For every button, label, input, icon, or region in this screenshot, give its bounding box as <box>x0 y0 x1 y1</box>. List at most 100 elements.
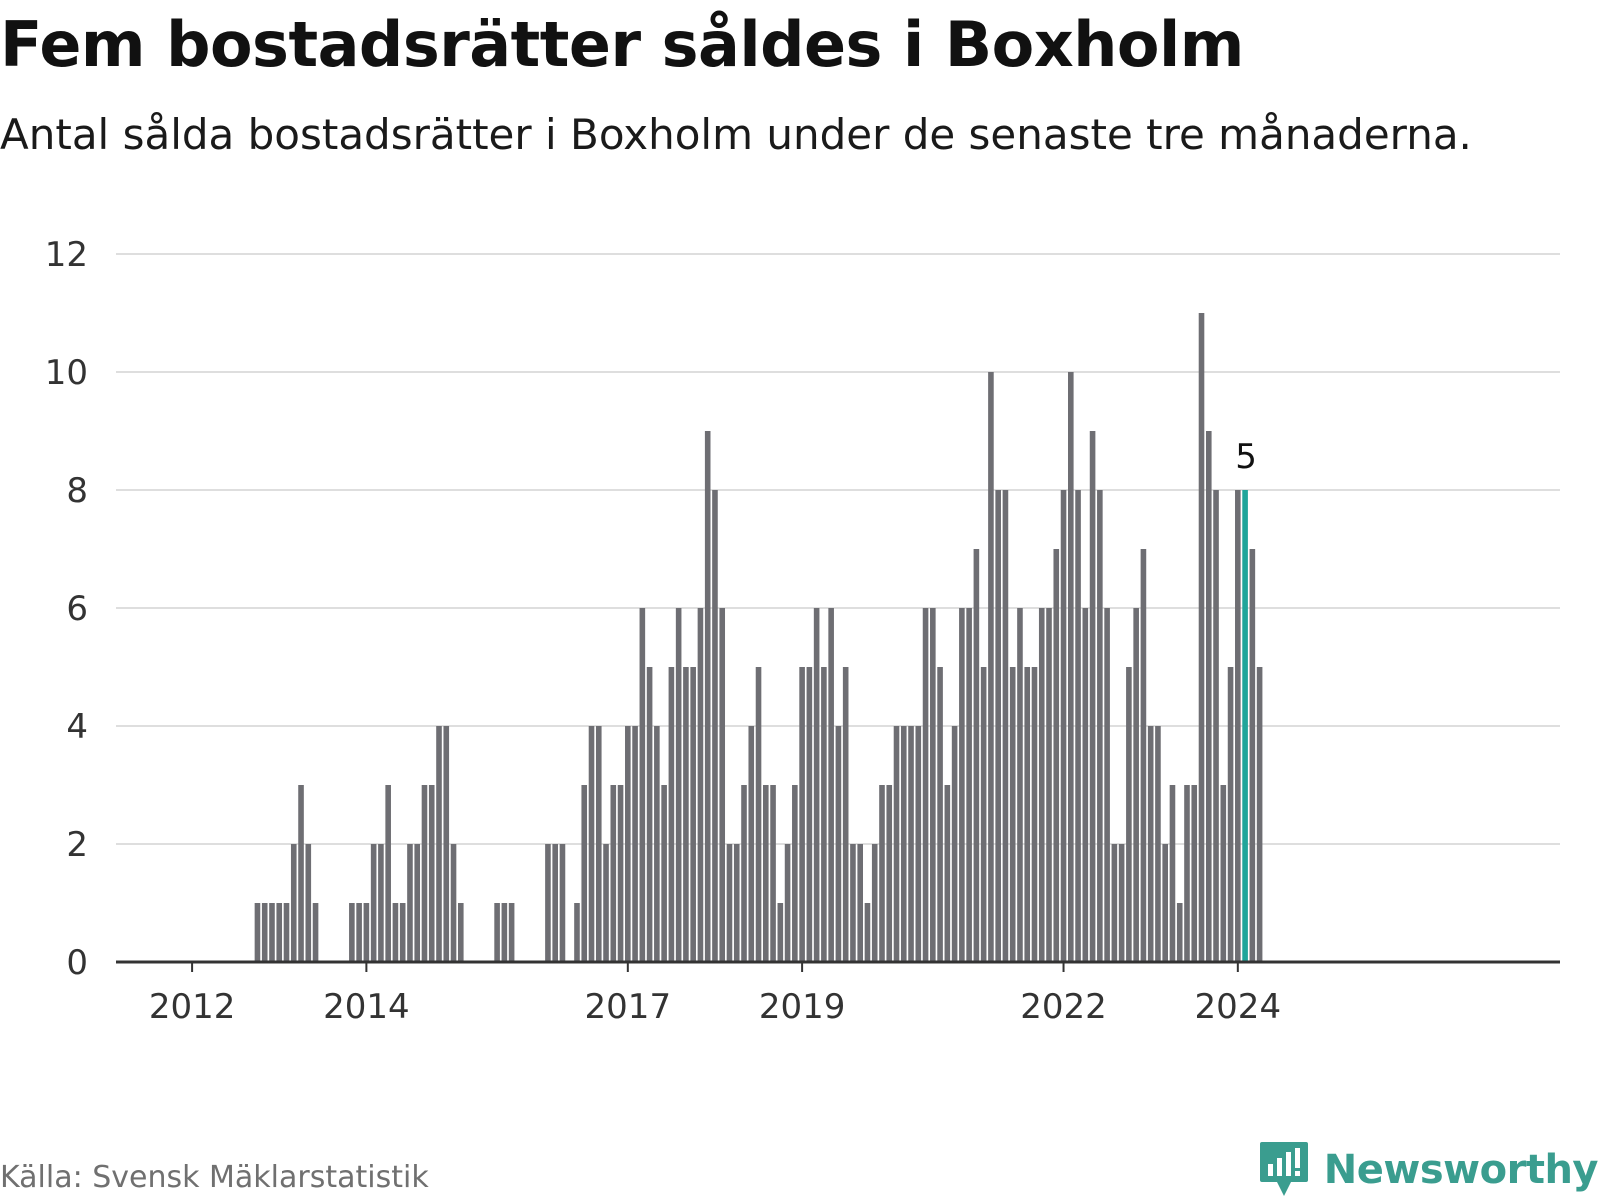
bar <box>1031 667 1038 962</box>
bar <box>1191 785 1198 962</box>
source-note: Källa: Svensk Mäklarstatistik <box>0 1160 429 1195</box>
bar <box>1082 608 1089 962</box>
bar <box>545 844 551 962</box>
bar <box>704 431 711 962</box>
bar <box>443 726 450 962</box>
bar <box>1075 490 1081 962</box>
bar <box>988 372 994 962</box>
bar <box>733 844 740 962</box>
bar <box>995 490 1001 962</box>
bar <box>385 785 391 962</box>
bar <box>436 726 442 962</box>
brand[interactable]: Newsworthy <box>1258 1140 1599 1200</box>
bar <box>661 785 667 962</box>
y-tick-label: 0 <box>66 943 88 983</box>
bar <box>915 726 922 962</box>
bar <box>1256 667 1263 962</box>
bar <box>719 608 726 962</box>
bar <box>349 903 355 962</box>
y-tick-label: 2 <box>66 825 88 865</box>
bar-chart: 0 2 4 6 8 10 12 2012 2014 2017 2019 2022 2024 5 <box>45 235 1560 1027</box>
bar <box>312 903 319 962</box>
bar <box>276 903 283 962</box>
bar <box>748 726 755 962</box>
bar <box>290 844 297 962</box>
bar <box>1002 490 1009 962</box>
bar <box>508 903 515 962</box>
bar <box>1140 549 1147 962</box>
bars <box>254 313 1263 962</box>
bar <box>726 844 733 962</box>
bar <box>966 608 972 962</box>
bar <box>806 667 813 962</box>
bar <box>283 903 290 962</box>
bar <box>922 608 929 962</box>
bar <box>261 903 268 962</box>
bar <box>603 844 609 962</box>
brand-name: Newsworthy <box>1323 1147 1599 1193</box>
bar <box>1097 490 1103 962</box>
bar <box>944 785 951 962</box>
bar <box>951 726 958 962</box>
bar <box>1017 608 1023 962</box>
bar <box>1024 667 1031 962</box>
bar <box>937 667 943 962</box>
y-tick-label: 6 <box>66 589 88 629</box>
bar <box>980 667 987 962</box>
bar <box>370 844 377 962</box>
x-tick-label: 2019 <box>759 987 846 1027</box>
x-tick-label: 2024 <box>1195 987 1282 1027</box>
bar <box>973 549 980 962</box>
bar <box>407 844 413 962</box>
y-tick-label: 10 <box>45 353 88 393</box>
bar <box>886 785 893 962</box>
bar <box>675 608 682 962</box>
bar <box>457 903 464 962</box>
bar <box>574 903 580 962</box>
bar <box>871 844 878 962</box>
bar <box>697 608 704 962</box>
bar <box>1068 372 1074 962</box>
y-tick-label: 12 <box>45 235 88 275</box>
bar <box>1169 785 1176 962</box>
bar <box>1089 431 1096 962</box>
bar <box>1038 608 1045 962</box>
bar <box>879 785 885 962</box>
bar <box>654 726 660 962</box>
bar <box>610 785 617 962</box>
bar <box>1162 844 1168 962</box>
bar <box>784 844 791 962</box>
y-tick-label: 4 <box>66 707 88 747</box>
bar <box>959 608 965 962</box>
bar <box>1060 490 1067 962</box>
bar <box>690 667 696 962</box>
bar <box>639 608 646 962</box>
bar <box>450 844 457 962</box>
x-tick-label: 2022 <box>1020 987 1107 1027</box>
bar <box>850 844 856 962</box>
highlight-bar <box>1242 490 1248 962</box>
bar <box>712 490 718 962</box>
bar <box>1155 726 1161 962</box>
bar <box>1220 785 1227 962</box>
bar <box>930 608 936 962</box>
bar <box>770 785 776 962</box>
bar <box>421 785 428 962</box>
bar <box>559 844 566 962</box>
bar <box>792 785 798 962</box>
gridlines <box>116 253 1560 845</box>
bar <box>399 903 406 962</box>
bar <box>893 726 900 962</box>
bar <box>1009 667 1016 962</box>
bar <box>269 903 275 962</box>
y-axis-labels: 0 2 4 6 8 10 12 <box>45 235 88 983</box>
bar <box>617 785 624 962</box>
bar <box>1249 549 1256 962</box>
bar <box>1111 844 1118 962</box>
bar <box>1104 608 1110 962</box>
bar <box>1046 608 1052 962</box>
bar <box>305 844 312 962</box>
bar <box>501 903 508 962</box>
bar <box>625 726 631 962</box>
chart-subtitle: Antal sålda bostadsrätter i Boxholm unde… <box>0 110 1472 159</box>
